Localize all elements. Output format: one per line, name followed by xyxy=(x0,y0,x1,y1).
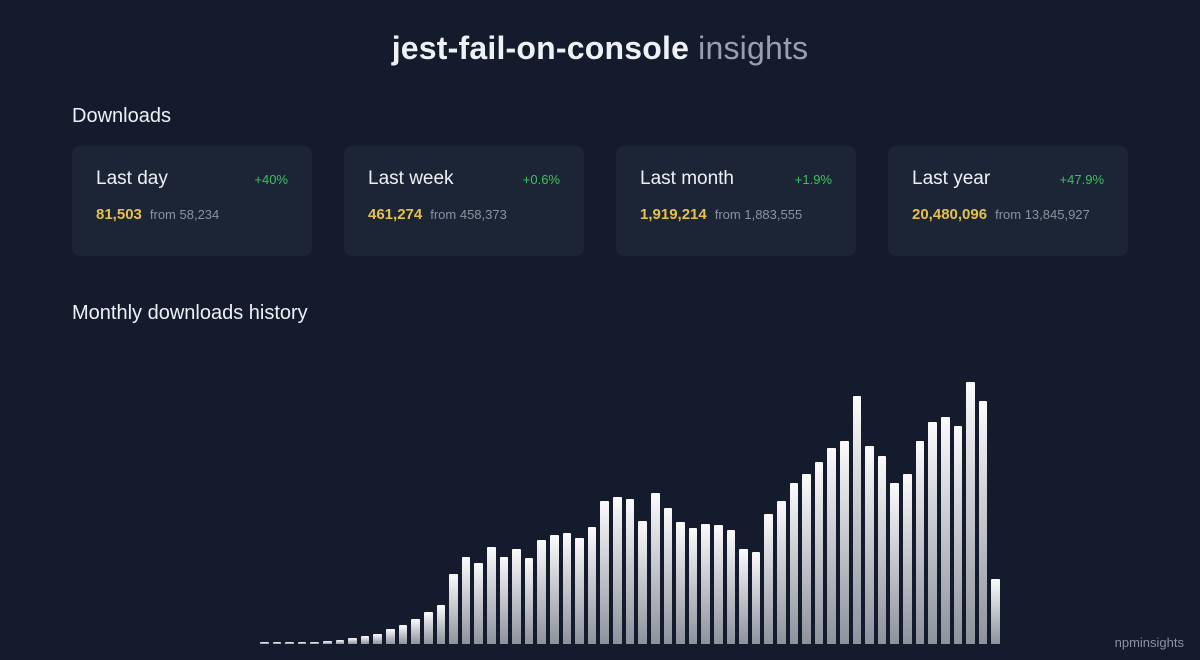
stat-card-last-day: Last day +40% 81,503 from 58,234 xyxy=(72,146,312,256)
page-title: jest-fail-on-console insights xyxy=(0,30,1200,67)
chart-bar xyxy=(726,530,736,644)
chart-bar xyxy=(625,499,635,644)
chart-bar xyxy=(701,524,710,644)
chart-bar xyxy=(978,400,988,644)
stat-card-last-year: Last year +47.9% 20,480,096 from 13,845,… xyxy=(888,146,1128,256)
stat-card-previous-value: from 58,234 xyxy=(149,207,220,222)
stat-card-previous-value: from 458,373 xyxy=(430,207,507,222)
chart-bar xyxy=(524,557,534,644)
chart-bar xyxy=(310,641,320,644)
chart-bar xyxy=(991,579,1000,644)
chart-bar xyxy=(398,625,408,644)
stat-card-delta: +1.9% xyxy=(794,172,832,187)
chart-bar xyxy=(449,574,458,644)
chart-bar xyxy=(423,611,433,644)
chart-bar xyxy=(638,520,647,644)
chart-bar xyxy=(751,551,761,644)
chart-bar xyxy=(713,525,723,644)
chart-bar xyxy=(537,540,547,644)
chart-bar xyxy=(550,535,559,644)
stat-card-previous-value: from 13,845,927 xyxy=(995,207,1090,222)
page-title-suffix: insights xyxy=(698,30,809,66)
chart-bar xyxy=(966,382,975,644)
chart-bar xyxy=(840,440,849,644)
stat-card-previous-value: from 1,883,555 xyxy=(714,207,803,222)
chart-bar xyxy=(600,500,610,644)
chart-bar xyxy=(486,546,496,644)
chart-bar xyxy=(348,638,357,644)
chart-bar xyxy=(499,556,509,644)
stat-card-last-month: Last month +1.9% 1,919,214 from 1,883,55… xyxy=(616,146,856,256)
chart-bar xyxy=(436,605,446,644)
chart-bar xyxy=(928,421,937,644)
chart-bar xyxy=(676,521,685,644)
stat-card-title: Last day xyxy=(96,168,168,189)
chart-bar xyxy=(789,483,799,644)
chart-bar xyxy=(297,641,307,644)
chart-bar xyxy=(865,445,874,644)
downloads-section-heading: Downloads xyxy=(72,105,171,127)
chart-bar xyxy=(411,619,420,644)
stat-card-delta: +47.9% xyxy=(1059,172,1104,187)
chart-bar xyxy=(272,641,282,644)
package-name: jest-fail-on-console xyxy=(391,30,690,66)
stat-card-value: 20,480,096 xyxy=(912,206,988,223)
chart-bar xyxy=(285,641,294,644)
chart-bar xyxy=(512,549,521,644)
chart-bar xyxy=(323,641,332,644)
stat-card-last-week: Last week +0.6% 461,274 from 458,373 xyxy=(344,146,584,256)
chart-bar xyxy=(360,636,370,644)
chart-bar xyxy=(587,526,597,644)
stat-cards-row: Last day +40% 81,503 from 58,234 Last we… xyxy=(72,146,1128,256)
chart-bar xyxy=(877,455,887,644)
stat-card-value: 461,274 xyxy=(368,206,423,223)
chart-bar xyxy=(940,416,950,644)
stat-card-title: Last week xyxy=(368,168,454,189)
chart-bar xyxy=(650,493,660,644)
chart-bar xyxy=(802,474,811,644)
chart-bar xyxy=(953,425,963,644)
chart-bar xyxy=(373,633,383,644)
chart-bar xyxy=(903,474,912,644)
chart-bar xyxy=(776,500,786,644)
history-section-heading: Monthly downloads history xyxy=(72,302,308,324)
chart-bar xyxy=(814,461,824,644)
chart-bar xyxy=(461,556,471,644)
stat-card-delta: +40% xyxy=(254,172,288,187)
stat-card-delta: +0.6% xyxy=(522,172,560,187)
chart-bar xyxy=(663,508,673,644)
chart-bar xyxy=(613,496,622,644)
chart-bar xyxy=(764,514,773,644)
chart-bar xyxy=(575,537,584,644)
chart-bar xyxy=(688,527,698,644)
chart-bar xyxy=(335,640,345,644)
brand-label: npminsights xyxy=(1114,635,1184,650)
monthly-downloads-chart xyxy=(260,382,1000,644)
chart-bar xyxy=(562,532,572,644)
stat-card-title: Last month xyxy=(640,168,734,189)
chart-bar xyxy=(915,440,925,644)
stat-card-value: 81,503 xyxy=(96,206,142,223)
chart-bar xyxy=(827,448,837,644)
stat-card-title: Last year xyxy=(912,168,991,189)
stat-card-value: 1,919,214 xyxy=(640,206,707,223)
chart-bar xyxy=(260,641,269,644)
chart-bar xyxy=(386,629,395,644)
chart-bar xyxy=(852,395,862,644)
chart-bar xyxy=(890,483,900,644)
chart-bar xyxy=(739,549,748,644)
chart-bar xyxy=(474,562,483,644)
